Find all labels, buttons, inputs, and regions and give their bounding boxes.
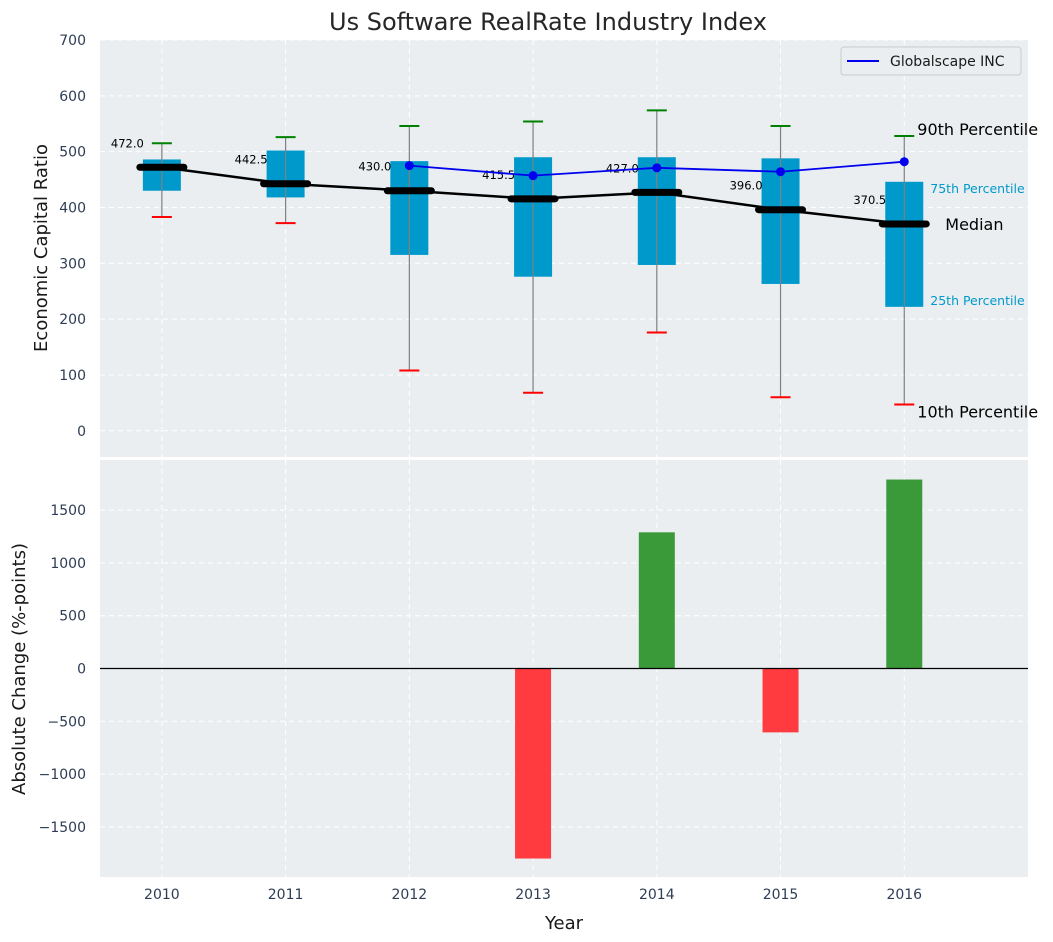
y-tick-label: 600 xyxy=(59,89,86,105)
annotation-75th-percentile: 75th Percentile xyxy=(930,181,1025,196)
annotation-25th-percentile: 25th Percentile xyxy=(930,293,1025,308)
legend-frame xyxy=(840,46,1022,76)
y-tick-label: 300 xyxy=(59,256,86,272)
x-tick-label: 2014 xyxy=(639,887,675,903)
bottom-y-ticks: −1500 −1000 −500 0 500 1000 1500 xyxy=(39,503,86,836)
company-point xyxy=(528,171,538,181)
bar-positive xyxy=(886,479,923,669)
top-panel: 0 100 200 300 400 500 600 700 472.0 442.5 430.0 41… xyxy=(31,33,1038,457)
x-tick-label: 2015 xyxy=(763,887,799,903)
company-series xyxy=(404,157,909,181)
median-value-label: 472.0 xyxy=(111,136,144,150)
company-point xyxy=(776,167,786,177)
x-ticks: 2010 2011 2012 2013 2014 2015 2016 xyxy=(144,887,922,903)
company-point xyxy=(899,157,909,167)
change-bars xyxy=(515,479,923,859)
percentile-annotations: 90th Percentile 75th Percentile Median 2… xyxy=(917,120,1038,422)
company-point xyxy=(652,163,662,173)
median-value-label: 415.5 xyxy=(482,168,515,182)
bar-positive xyxy=(638,532,675,669)
top-plot-area xyxy=(100,40,1028,457)
y-tick-label: 0 xyxy=(77,662,86,678)
bar-negative xyxy=(515,668,552,859)
bar-negative xyxy=(762,668,799,733)
company-point xyxy=(404,161,414,171)
top-y-axis-label: Economic Capital Ratio xyxy=(31,144,52,352)
chart-title: Us Software RealRate Industry Index xyxy=(329,8,767,36)
median-value-label: 370.5 xyxy=(853,193,886,207)
median-value-label: 442.5 xyxy=(235,153,268,167)
x-tick-label: 2016 xyxy=(886,887,922,903)
y-tick-label: 100 xyxy=(59,368,86,384)
y-tick-label: 200 xyxy=(59,312,86,328)
top-y-ticks: 0 100 200 300 400 500 600 700 xyxy=(59,33,86,440)
x-tick-label: 2012 xyxy=(392,887,428,903)
y-tick-label: −500 xyxy=(48,714,86,730)
annotation-10th-percentile: 10th Percentile xyxy=(917,403,1038,422)
x-axis-label: Year xyxy=(544,913,584,934)
y-tick-label: −1000 xyxy=(39,767,86,783)
median-value-label: 396.0 xyxy=(730,179,763,193)
x-tick-label: 2013 xyxy=(515,887,551,903)
y-tick-label: 1000 xyxy=(50,556,86,572)
median-value-label: 430.0 xyxy=(358,160,391,174)
y-tick-label: 500 xyxy=(59,609,86,625)
annotation-median: Median xyxy=(945,215,1003,234)
y-tick-label: 0 xyxy=(77,424,86,440)
median-value-label: 427.0 xyxy=(606,161,639,175)
y-tick-label: 500 xyxy=(59,145,86,161)
bottom-y-axis-label: Absolute Change (%-points) xyxy=(9,543,30,795)
legend-label: Globalscape INC xyxy=(890,54,1005,70)
x-tick-label: 2011 xyxy=(268,887,304,903)
x-tick-label: 2010 xyxy=(144,887,180,903)
y-tick-label: −1500 xyxy=(39,820,86,836)
y-tick-label: 700 xyxy=(59,33,86,49)
annotation-90th-percentile: 90th Percentile xyxy=(917,120,1038,139)
y-tick-label: 400 xyxy=(59,200,86,216)
box-series: 472.0 442.5 430.0 415.5 427.0 396.0 370.5 xyxy=(111,109,930,406)
legend: Globalscape INC xyxy=(840,46,1022,76)
y-tick-label: 1500 xyxy=(50,503,86,519)
